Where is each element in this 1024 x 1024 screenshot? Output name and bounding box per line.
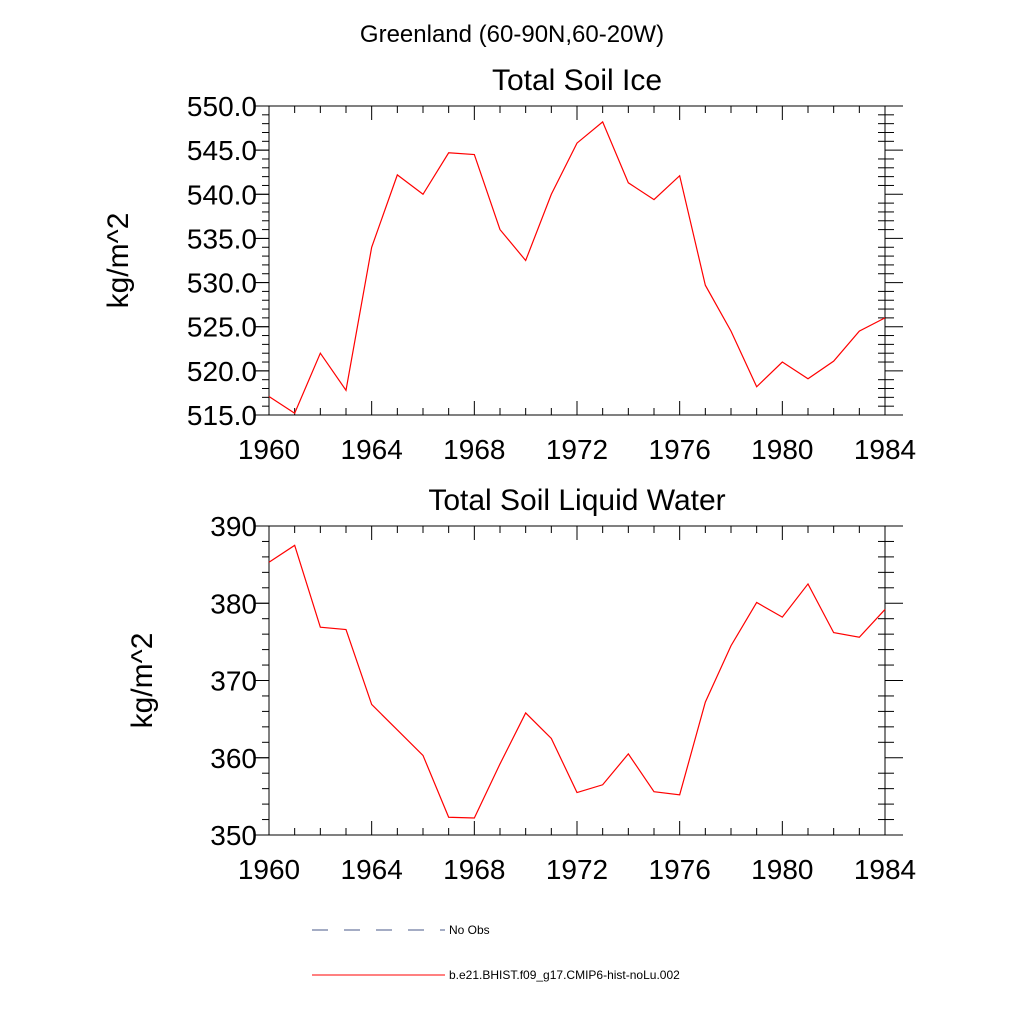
x-tick-label: 1960: [238, 434, 300, 465]
series-line: [268, 544, 886, 819]
x-tick-label: 1976: [649, 854, 711, 885]
y-tick-label: 550.0: [187, 91, 257, 122]
y-axis-label: kg/m^2: [102, 213, 135, 309]
x-tick-label: 1980: [751, 434, 813, 465]
y-tick-label: 540.0: [187, 179, 257, 210]
panel-title: Total Soil Ice: [492, 64, 662, 97]
legend-label: b.e21.BHIST.f09_g17.CMIP6-hist-noLu.002: [449, 968, 680, 982]
plot-frame: [268, 525, 886, 836]
y-tick-label: 520.0: [187, 356, 257, 387]
x-tick-label: 1984: [854, 854, 916, 885]
panel-total-soil-liquid-water: 1960 1964 1968 1972 1976 1980 1984 350 360 370 380…: [126, 484, 916, 885]
y-tick-label: 370: [210, 666, 257, 697]
y-tick-label: 360: [210, 743, 257, 774]
x-tick-label: 1968: [443, 434, 505, 465]
panel-title: Total Soil Liquid Water: [428, 484, 725, 517]
x-tick-label: 1984: [854, 434, 916, 465]
legend: No Obs b.e21.BHIST.f09_g17.CMIP6-hist-noL…: [312, 923, 680, 982]
y-tick-label: 390: [210, 511, 257, 542]
y-axis-label: kg/m^2: [126, 633, 159, 729]
y-tick-label: 380: [210, 588, 257, 619]
figure-title: Greenland (60-90N,60-20W): [360, 21, 664, 48]
x-tick-label: 1960: [238, 854, 300, 885]
x-tick-label: 1964: [341, 434, 403, 465]
y-tick-label: 350: [210, 820, 257, 851]
panel-total-soil-ice: 1960 1964 1968 1972 1976 1980 1984 515.0 520.0 52…: [102, 64, 916, 465]
x-tick-label: 1972: [546, 434, 608, 465]
y-tick-label: 515.0: [187, 400, 257, 431]
x-tick-label: 1964: [341, 854, 403, 885]
x-tick-label: 1976: [649, 434, 711, 465]
y-tick-label: 525.0: [187, 312, 257, 343]
series-line: [268, 120, 886, 415]
x-tick-label: 1968: [443, 854, 505, 885]
x-tick-label: 1980: [751, 854, 813, 885]
y-tick-label: 530.0: [187, 268, 257, 299]
x-tick-label: 1972: [546, 854, 608, 885]
legend-label: No Obs: [449, 923, 490, 937]
y-tick-label: 535.0: [187, 223, 257, 254]
y-tick-label: 545.0: [187, 135, 257, 166]
